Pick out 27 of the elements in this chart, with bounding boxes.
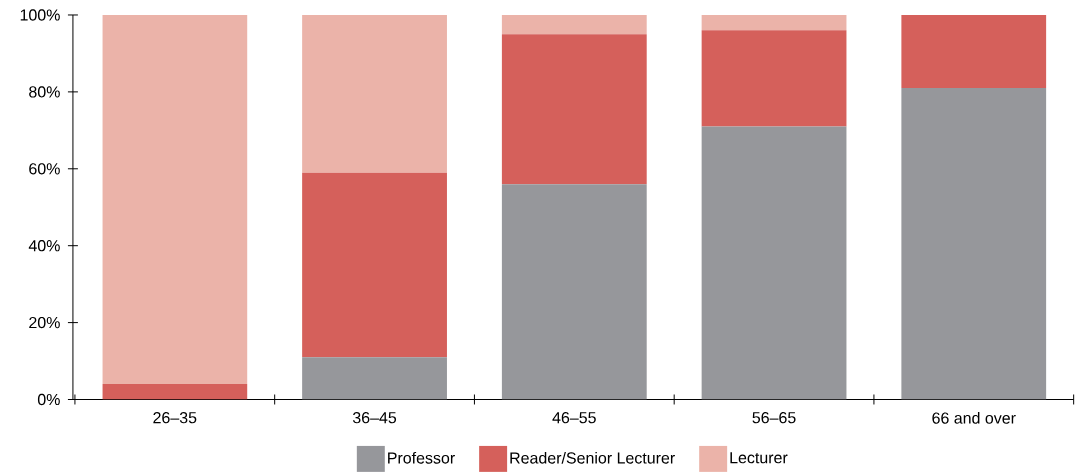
legend-label: Lecturer bbox=[730, 452, 788, 464]
bar bbox=[701, 14, 847, 31]
y-tick-label: 40% bbox=[28, 239, 60, 252]
bar bbox=[102, 14, 248, 384]
x-tick-label: 46–55 bbox=[552, 411, 596, 424]
bar bbox=[302, 357, 447, 400]
bar bbox=[901, 14, 1047, 88]
y-tick-label: 20% bbox=[29, 316, 60, 329]
y-tick-label: 60% bbox=[29, 162, 60, 175]
bar bbox=[302, 172, 447, 357]
x-tick-label: 26–35 bbox=[153, 411, 197, 424]
legend-label: Reader/Senior Lecturer bbox=[510, 451, 675, 464]
bar bbox=[501, 14, 647, 34]
bar bbox=[901, 87, 1047, 400]
x-tick-label: 56–65 bbox=[752, 411, 796, 424]
bar bbox=[102, 383, 248, 400]
bar bbox=[302, 14, 447, 173]
y-tick-label: 100% bbox=[20, 9, 60, 21]
bar bbox=[701, 126, 847, 400]
x-tick-label: 66 and over bbox=[932, 411, 1016, 424]
y-tick-label: 0% bbox=[37, 393, 60, 405]
bar bbox=[701, 30, 847, 127]
bar bbox=[501, 183, 647, 400]
legend-label: Professor bbox=[388, 451, 455, 464]
bar bbox=[501, 34, 647, 184]
y-tick-label: 80% bbox=[29, 86, 60, 98]
x-tick-label: 36–45 bbox=[352, 411, 397, 424]
